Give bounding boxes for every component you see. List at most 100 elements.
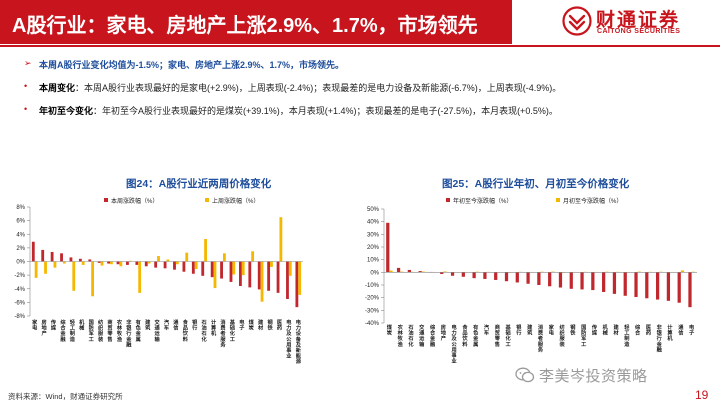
category-label: 电子 <box>239 318 245 332</box>
bar <box>637 271 641 273</box>
bar <box>31 241 35 262</box>
category-label: 银行 <box>515 323 522 337</box>
bar <box>220 261 223 279</box>
category-label: 综合 <box>635 323 641 337</box>
bar <box>591 272 595 291</box>
bar <box>182 261 186 272</box>
bar <box>34 261 38 278</box>
y-tick-label: 0% <box>16 260 25 266</box>
category-label: 基础化工 <box>505 323 512 348</box>
category-label: 煤炭 <box>249 318 255 332</box>
bar <box>267 261 271 291</box>
bar <box>655 272 660 300</box>
bar <box>91 261 95 297</box>
category-label: 计算机 <box>211 318 217 337</box>
category-label: 汽车 <box>164 318 170 332</box>
bar <box>634 272 638 298</box>
y-tick-label: 2% <box>16 246 25 252</box>
legend-swatch <box>205 198 209 202</box>
y-tick-label: -10% <box>365 283 380 289</box>
bar <box>515 272 519 283</box>
category-label: 商贸零售 <box>106 318 113 343</box>
summary-item-text: ：本周A股行业表现最好的是家电(+2.9%)，上周表现(-2.4%)；表现最差的… <box>75 83 562 93</box>
bar <box>191 261 195 274</box>
category-label: 农林牧渔 <box>116 318 123 343</box>
y-tick-label: -8% <box>14 314 25 320</box>
category-label: 国防军工 <box>581 323 587 348</box>
category-label: 电力及公用事业 <box>285 318 292 360</box>
bar <box>100 261 104 266</box>
y-tick-label: 0% <box>370 270 379 276</box>
bar <box>494 272 498 280</box>
category-label: 建筑 <box>145 318 151 332</box>
bar <box>138 261 142 293</box>
bar <box>163 261 167 269</box>
summary-item-key: 本周变化 <box>39 83 76 93</box>
y-tick-label: 10% <box>367 258 380 264</box>
bar <box>421 271 426 273</box>
chart-weekly-change: 本周涨跌幅（%） 上周涨跌幅（%） 8% 6% 4% 2% 0% -2% -4% -6% -8% 家电… <box>14 197 303 365</box>
category-label: 国防军工 <box>89 318 95 343</box>
bar <box>107 261 111 264</box>
category-label: 机械 <box>79 318 85 332</box>
summary-item-weekly: • 本周变化：本周A股行业表现最好的是家电(+2.9%)，上周表现(-2.4%)… <box>24 81 714 104</box>
category-label: 非银行金融 <box>125 318 132 348</box>
bar <box>97 261 101 263</box>
category-label: 石油石化 <box>201 319 208 343</box>
bar <box>400 271 404 273</box>
brand-logo-en: CAITONG SECURITIES <box>597 28 681 35</box>
category-label: 交通运输 <box>419 323 425 348</box>
legend-label: 本周涨跌幅（%） <box>111 197 158 205</box>
bar <box>680 270 685 273</box>
bar <box>248 261 252 288</box>
page-number: 19 <box>695 388 709 402</box>
bar <box>691 271 695 273</box>
source-note: 资料来源：Wind，财通证券研究所 <box>8 392 123 401</box>
category-label: 房地产 <box>42 318 48 337</box>
bar <box>257 261 261 290</box>
bar <box>440 272 444 274</box>
bar <box>677 272 681 303</box>
category-label: 建筑 <box>527 323 533 337</box>
legend-label: 月初至今涨跌幅（%） <box>563 197 622 205</box>
bar <box>270 261 273 267</box>
y-tick-label: -4% <box>14 287 25 293</box>
bar <box>201 261 205 276</box>
bar <box>173 261 176 270</box>
bar <box>251 251 255 262</box>
category-label: 电子 <box>689 323 695 337</box>
bar <box>688 272 692 308</box>
bar <box>450 272 455 276</box>
bar <box>60 253 63 262</box>
category-label: 商贸零售 <box>494 323 501 348</box>
bar <box>119 261 123 267</box>
bar <box>81 261 85 265</box>
bar <box>110 261 113 265</box>
bar <box>386 222 390 273</box>
bar <box>396 267 401 273</box>
y-tick-label: 20% <box>367 245 380 251</box>
category-label: 机械 <box>603 323 609 337</box>
bar <box>389 270 393 273</box>
category-label: 汽车 <box>484 323 490 337</box>
bar <box>645 272 649 299</box>
figure-24-title: 图24：A股行业近两周价格变化 <box>126 178 272 190</box>
bar <box>558 272 563 288</box>
bar <box>472 272 476 279</box>
y-tick-label: -30% <box>365 308 380 314</box>
bar <box>44 261 47 274</box>
bar <box>475 271 479 273</box>
bar <box>666 272 671 301</box>
bar <box>540 271 544 273</box>
summary-lead: ➢ 本周A股行业变化均值为-1.5%；家电、房地产上涨2.9%、1.7%，市场领… <box>24 58 714 81</box>
category-label: 传媒 <box>50 318 57 332</box>
legend-label: 年初至今涨跌幅（%） <box>453 197 512 205</box>
category-label: 钢铁 <box>570 323 576 337</box>
bar <box>222 253 226 262</box>
category-label: 建材 <box>612 323 619 337</box>
bar <box>50 251 54 262</box>
category-label: 传媒 <box>591 323 598 337</box>
category-label: 计算机 <box>667 323 673 342</box>
brand-logo-icon <box>562 6 592 36</box>
bar <box>537 272 541 285</box>
